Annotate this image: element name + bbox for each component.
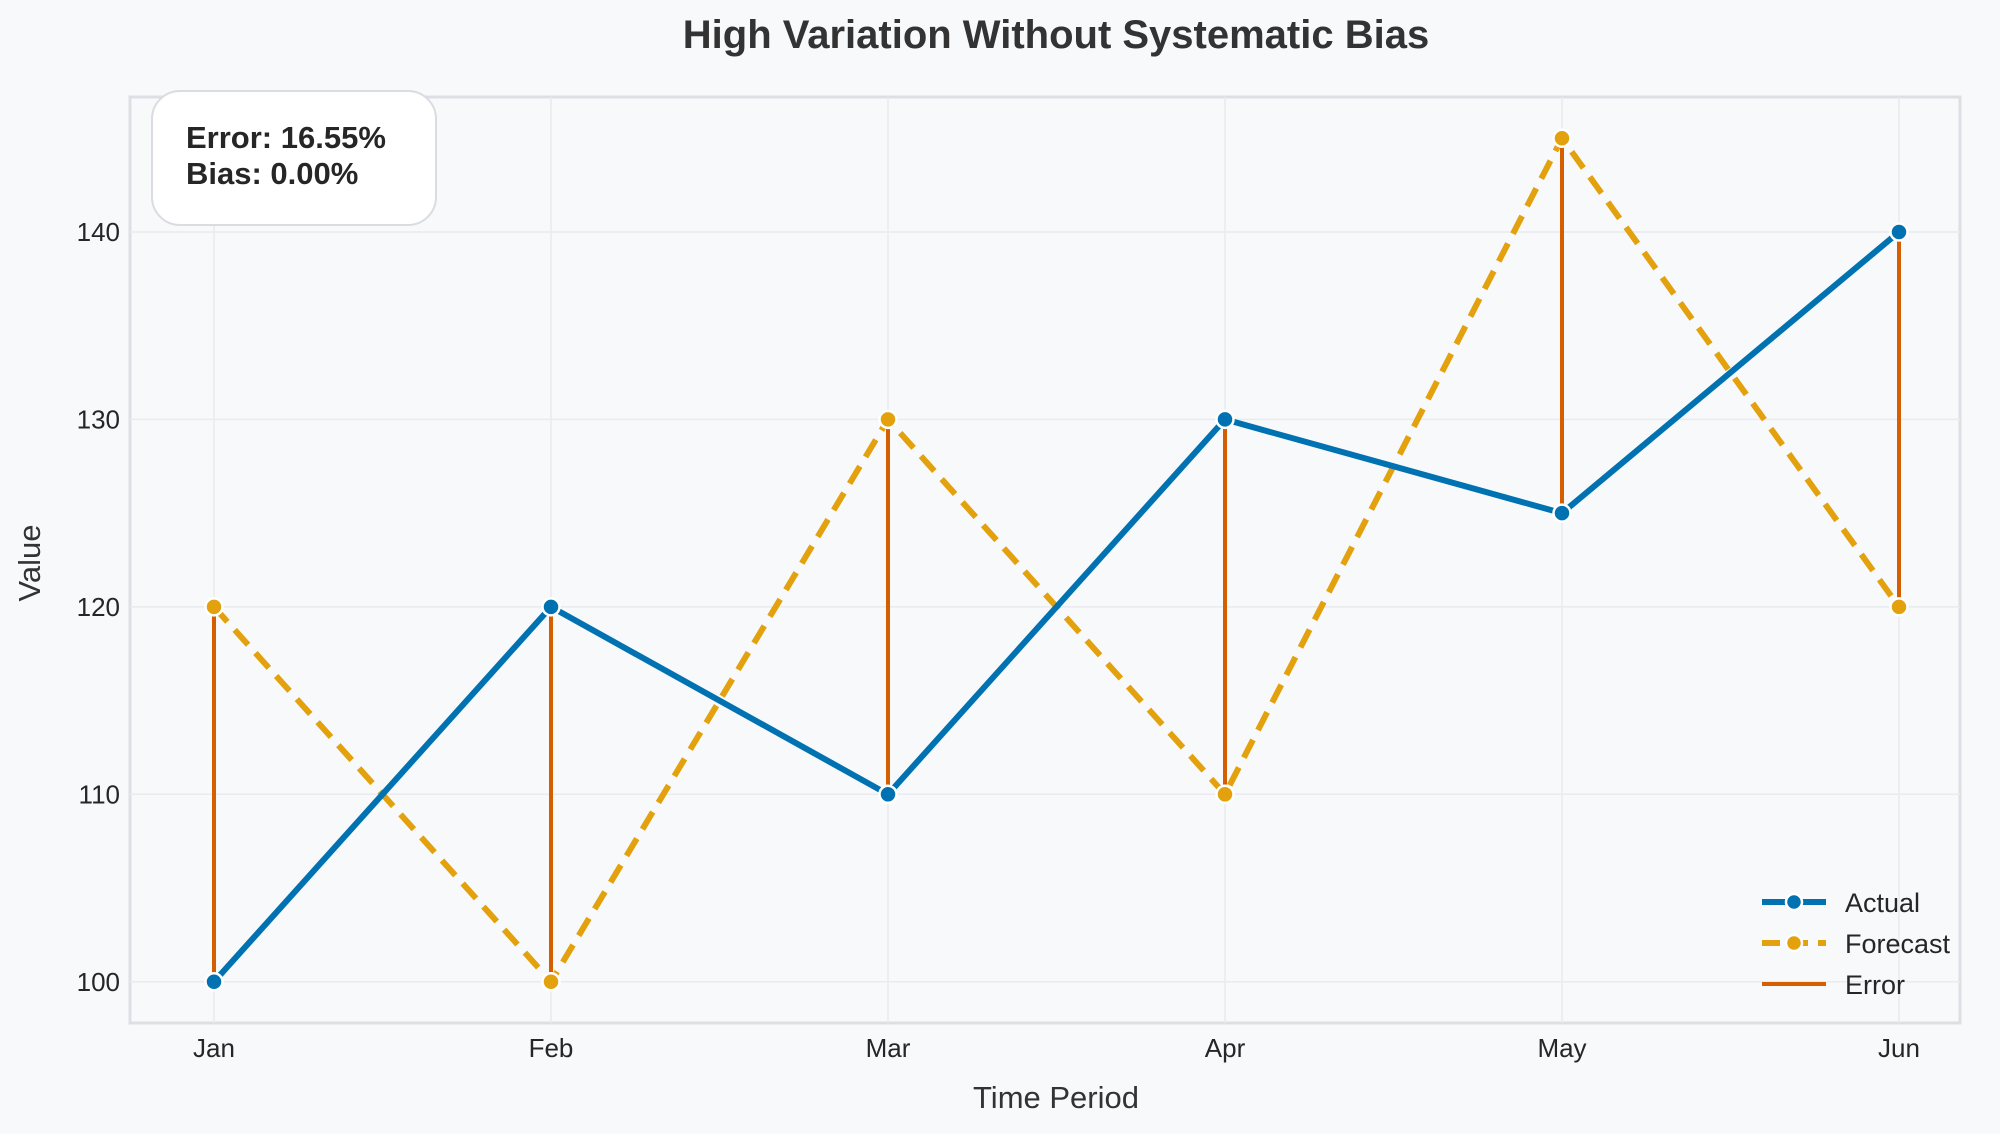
data-point-actual — [1215, 409, 1235, 430]
x-tick-label: Feb — [529, 1033, 574, 1063]
y-axis-title: Value — [12, 525, 47, 602]
data-point-actual — [204, 972, 224, 992]
y-tick-label: 110 — [79, 779, 120, 809]
legend-forecast-label: Forecast — [1845, 929, 1951, 959]
stats-annotation: Error: 16.55% Bias: 0.00% — [151, 90, 437, 226]
stats-bias-text: Bias: 0.00% — [186, 156, 358, 191]
legend-actual-label: Actual — [1845, 888, 1920, 918]
x-tick-label: Jun — [1878, 1033, 1920, 1063]
data-point-forecast — [204, 597, 224, 617]
y-tick-label: 100 — [77, 967, 120, 997]
x-tick-label: Jan — [193, 1033, 235, 1063]
x-tick-label: Mar — [866, 1033, 911, 1063]
data-point-forecast — [1552, 128, 1572, 148]
y-tick-label: 140 — [77, 217, 120, 247]
stats-box — [151, 90, 437, 226]
y-tick-label: 120 — [77, 592, 120, 622]
legend-forecast-marker — [1784, 933, 1804, 953]
data-point-actual — [878, 784, 898, 805]
data-point-actual — [1889, 222, 1909, 242]
series-points — [204, 128, 1909, 992]
series-lines — [211, 135, 1902, 985]
error-lines — [212, 138, 1901, 982]
data-point-actual — [1552, 503, 1572, 523]
data-point-forecast — [1889, 597, 1909, 617]
data-point-forecast — [541, 972, 561, 992]
x-axis-ticks: Jan Feb Mar Apr May Jun — [193, 1033, 1920, 1063]
data-point-actual — [541, 597, 561, 617]
x-axis-title: Time Period — [973, 1080, 1139, 1115]
x-tick-label: Apr — [1205, 1033, 1246, 1063]
chart-title: High Variation Without Systematic Bias — [683, 13, 1429, 57]
data-point-forecast — [1215, 784, 1235, 805]
legend-actual-marker — [1784, 892, 1804, 912]
series-line-actual — [211, 229, 1901, 984]
data-point-forecast — [878, 409, 898, 430]
y-tick-label: 130 — [77, 404, 120, 434]
legend: Actual Forecast Error — [1762, 888, 1951, 1000]
x-tick-label: May — [1537, 1033, 1586, 1063]
stats-error-text: Error: 16.55% — [186, 120, 386, 155]
legend-error-label: Error — [1845, 970, 1905, 1000]
y-axis-ticks: 100 110 120 130 140 — [77, 217, 120, 997]
plot-area — [128, 95, 1962, 1025]
